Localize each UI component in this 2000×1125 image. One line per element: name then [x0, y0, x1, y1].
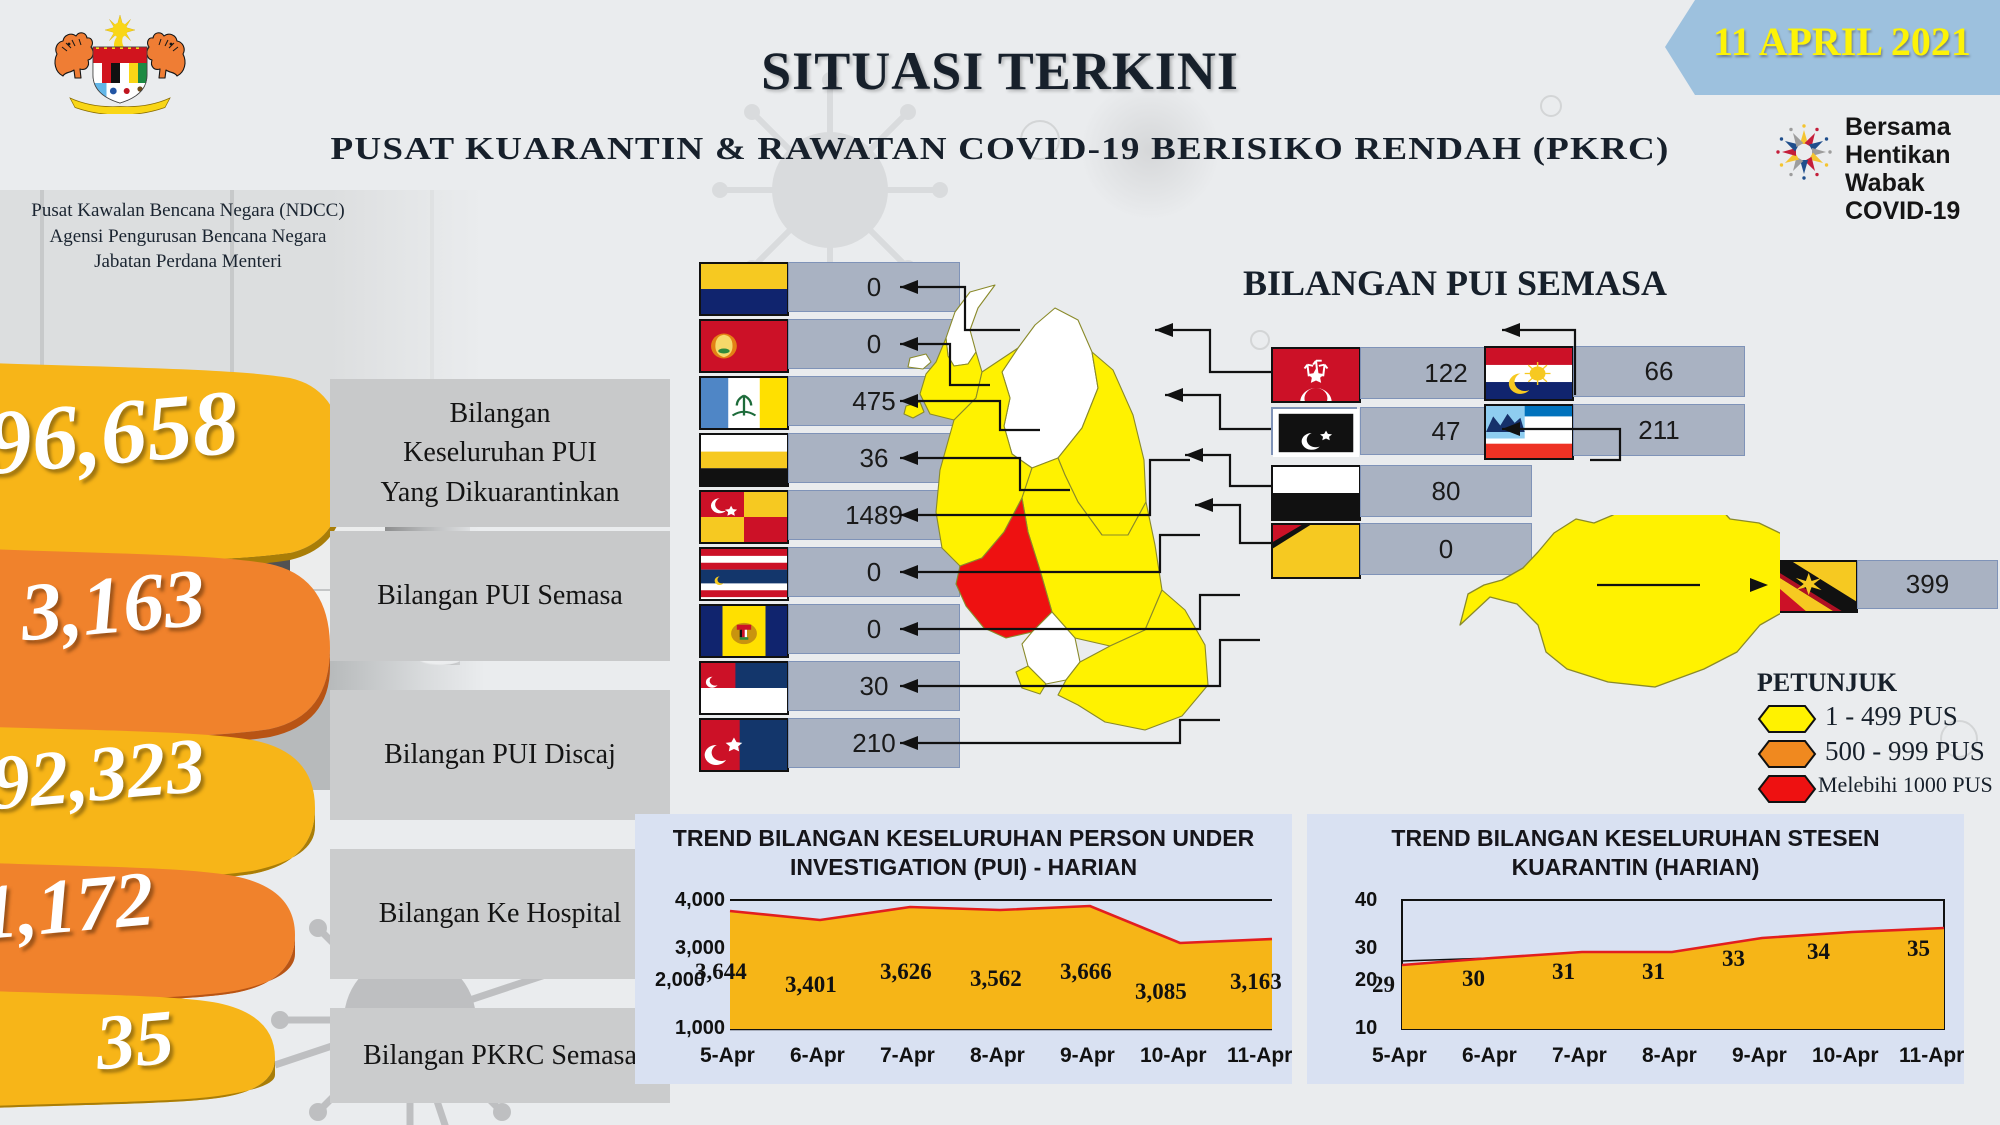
svg-text:7-Apr: 7-Apr: [880, 1044, 935, 1067]
svg-text:40: 40: [1355, 889, 1377, 911]
svg-text:3,626: 3,626: [880, 959, 932, 984]
svg-text:29: 29: [1372, 972, 1395, 997]
svg-text:10-Apr: 10-Apr: [1812, 1044, 1879, 1067]
svg-text:3,666: 3,666: [1060, 959, 1112, 984]
svg-text:34: 34: [1807, 939, 1831, 964]
svg-text:3,401: 3,401: [785, 972, 837, 997]
svg-text:10: 10: [1355, 1017, 1377, 1039]
svg-text:8-Apr: 8-Apr: [1642, 1044, 1697, 1067]
svg-text:33: 33: [1722, 946, 1745, 971]
svg-text:30: 30: [1355, 937, 1377, 959]
svg-text:35: 35: [1907, 936, 1930, 961]
svg-text:11-Apr: 11-Apr: [1227, 1044, 1292, 1067]
svg-text:4,000: 4,000: [675, 889, 725, 911]
svg-text:3,085: 3,085: [1135, 979, 1187, 1004]
svg-text:5-Apr: 5-Apr: [700, 1044, 755, 1067]
svg-text:31: 31: [1642, 959, 1665, 984]
svg-text:3,000: 3,000: [675, 937, 725, 959]
svg-text:1,000: 1,000: [675, 1017, 725, 1039]
svg-text:9-Apr: 9-Apr: [1060, 1044, 1115, 1067]
svg-text:7-Apr: 7-Apr: [1552, 1044, 1607, 1067]
svg-text:3,562: 3,562: [970, 966, 1022, 991]
svg-text:6-Apr: 6-Apr: [790, 1044, 845, 1067]
svg-text:9-Apr: 9-Apr: [1732, 1044, 1787, 1067]
svg-text:30: 30: [1462, 966, 1485, 991]
svg-text:11-Apr: 11-Apr: [1899, 1044, 1964, 1067]
svg-text:10-Apr: 10-Apr: [1140, 1044, 1207, 1067]
svg-text:31: 31: [1552, 959, 1575, 984]
svg-text:6-Apr: 6-Apr: [1462, 1044, 1517, 1067]
svg-text:5-Apr: 5-Apr: [1372, 1044, 1427, 1067]
svg-text:3,644: 3,644: [695, 959, 747, 984]
svg-text:3,163: 3,163: [1230, 969, 1282, 994]
svg-text:8-Apr: 8-Apr: [970, 1044, 1025, 1067]
